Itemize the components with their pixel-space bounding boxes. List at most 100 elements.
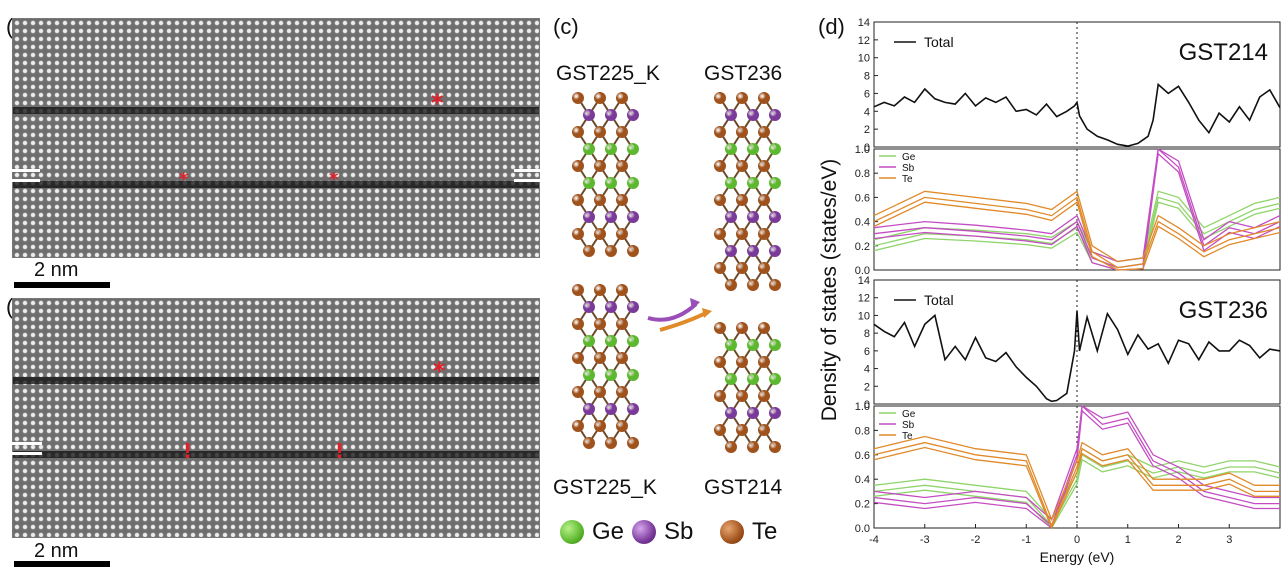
ge-atom	[747, 373, 759, 385]
sb-atom	[747, 407, 759, 419]
ge-atom	[725, 177, 737, 189]
te-atom	[594, 420, 606, 432]
te-atom	[747, 279, 759, 291]
te-atom	[714, 322, 726, 334]
label-top-right: GST236	[704, 62, 783, 85]
te-atom	[714, 126, 726, 138]
sb-atom	[725, 109, 737, 121]
legend-ge-label: Ge	[592, 518, 625, 545]
sb-atom	[627, 109, 639, 121]
y-tick-label: 10	[858, 310, 870, 322]
sb-atom	[583, 211, 595, 223]
crystal-structures	[572, 92, 781, 453]
te-atom-icon	[720, 520, 744, 544]
plot-title: GST214	[1179, 39, 1268, 66]
ge-atom	[747, 177, 759, 189]
y-tick-label: 6	[864, 88, 870, 100]
series-line-te	[873, 441, 1280, 528]
plot-title: GST236	[1179, 297, 1268, 324]
te-atom	[616, 386, 628, 398]
te-atom	[594, 92, 606, 104]
te-atom	[736, 322, 748, 334]
series-line-te	[873, 201, 1281, 271]
sb-atom	[769, 211, 781, 223]
te-atom	[758, 322, 770, 334]
ge-atom	[605, 369, 617, 381]
y-tick-label: 0.4	[855, 217, 870, 229]
series-line-sb	[873, 152, 1281, 271]
sb-atom	[769, 109, 781, 121]
sb-atom	[747, 245, 759, 257]
legend-sb: Sb	[902, 420, 915, 431]
y-tick-label: 0	[864, 399, 870, 411]
te-atom	[594, 352, 606, 364]
legend-total: Total	[924, 292, 954, 308]
legend-ge: Ge	[902, 152, 916, 163]
te-atom	[736, 228, 748, 240]
te-atom	[572, 352, 584, 364]
te-atom	[572, 386, 584, 398]
te-atom	[714, 424, 726, 436]
te-atom	[594, 228, 606, 240]
te-atom	[736, 390, 748, 402]
ge-atom	[769, 177, 781, 189]
te-atom	[736, 424, 748, 436]
te-atom	[758, 262, 770, 274]
ge-atom	[769, 339, 781, 351]
x-tick-label: -2	[971, 534, 981, 546]
te-atom	[769, 279, 781, 291]
te-atom	[572, 284, 584, 296]
te-atom	[594, 194, 606, 206]
legend-te: Te	[902, 174, 913, 185]
te-atom	[616, 420, 628, 432]
sb-atom	[725, 245, 737, 257]
x-tick-label: -1	[1021, 534, 1031, 546]
y-tick-label: 1.0	[855, 401, 870, 413]
label-bottom-left: GST225_K	[553, 476, 657, 499]
y-tick-label: 10	[858, 53, 870, 65]
legend-sb: Sb	[902, 163, 915, 174]
ge-atom	[605, 143, 617, 155]
ge-atom	[725, 143, 737, 155]
sb-atom	[583, 301, 595, 313]
sb-atom	[769, 245, 781, 257]
series-line-te	[873, 435, 1280, 522]
y-tick-label: 12	[858, 293, 870, 305]
y-tick-label: 8	[864, 328, 870, 340]
te-atom	[758, 194, 770, 206]
te-atom	[714, 92, 726, 104]
ge-atom	[583, 335, 595, 347]
y-tick-label: 0.8	[855, 168, 870, 180]
series-line-ge	[873, 458, 1281, 530]
te-atom	[594, 126, 606, 138]
ge-atom	[605, 335, 617, 347]
ge-atom	[583, 177, 595, 189]
y-tick-label: 14	[858, 17, 870, 29]
te-atom	[572, 160, 584, 172]
x-axis-label: Energy (eV)	[1040, 549, 1115, 565]
y-tick-label: 12	[858, 35, 870, 47]
x-tick-label: -4	[869, 534, 879, 546]
te-atom	[736, 160, 748, 172]
arrow-purple	[647, 302, 698, 322]
te-atom	[736, 262, 748, 274]
arrow-orange-head	[702, 308, 712, 318]
ge-atom	[747, 339, 759, 351]
te-atom	[714, 390, 726, 402]
scale-bar-b	[14, 561, 110, 567]
y-tick-label: 0.6	[855, 192, 870, 204]
sb-atom	[627, 211, 639, 223]
x-tick-label: 2	[1175, 534, 1181, 546]
te-atom	[605, 437, 617, 449]
scale-label-b: 2 nm	[34, 540, 79, 562]
y-tick-label: 14	[858, 275, 870, 287]
panel-c-label: (c)	[553, 14, 579, 39]
te-atom	[605, 245, 617, 257]
y-tick-label: 0.4	[855, 474, 870, 486]
sb-atom-icon	[632, 520, 656, 544]
te-atom	[616, 92, 628, 104]
label-bottom-right: GST214	[704, 476, 783, 499]
te-atom	[594, 284, 606, 296]
sb-atom	[605, 403, 617, 415]
te-atom	[616, 194, 628, 206]
